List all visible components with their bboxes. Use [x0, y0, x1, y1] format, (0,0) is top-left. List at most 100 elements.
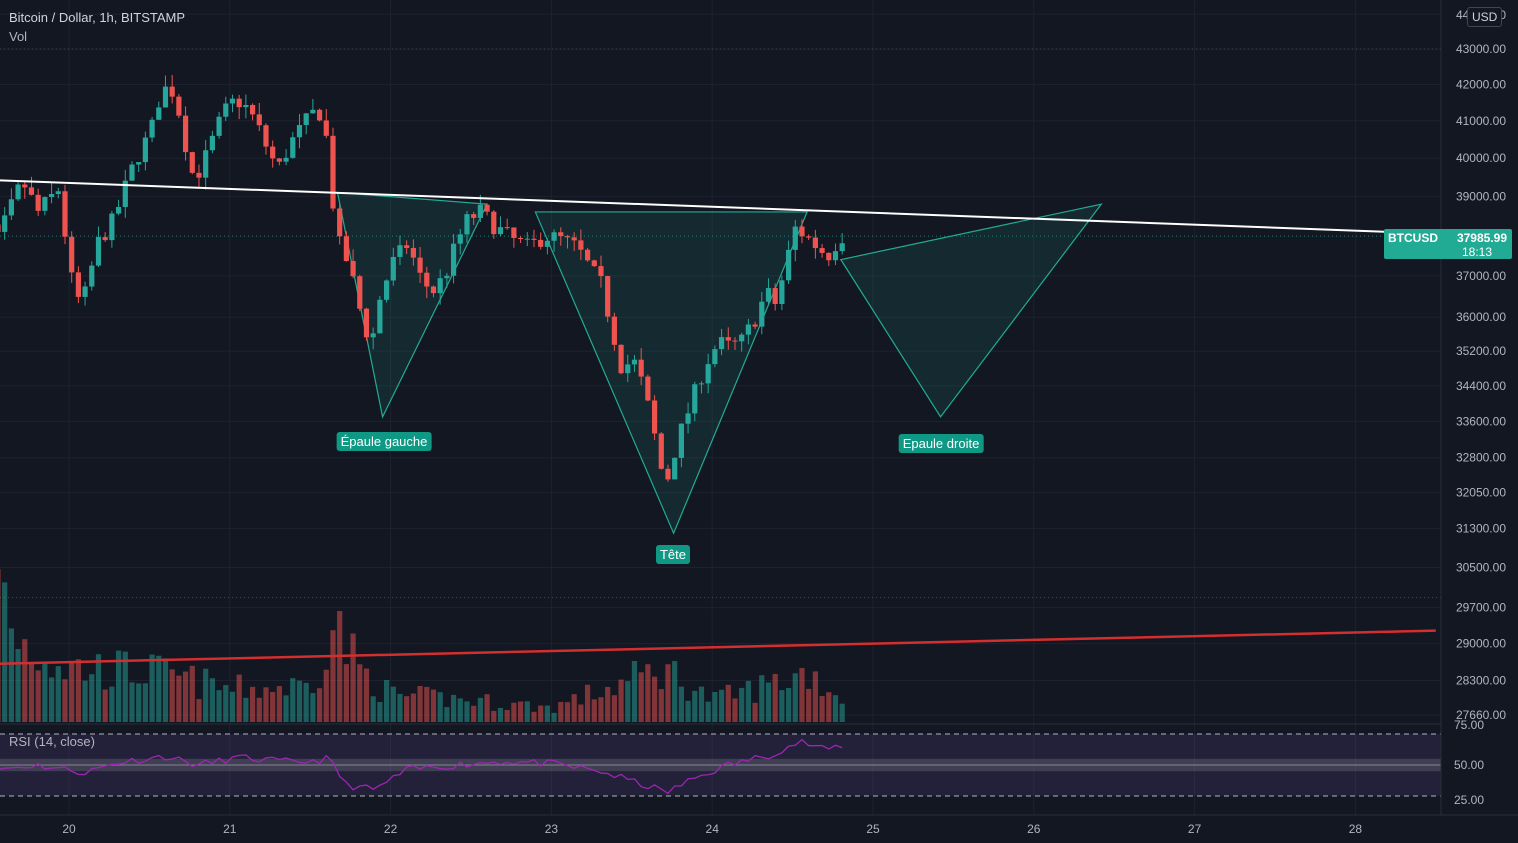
candle: [270, 146, 276, 159]
volume-bar: [497, 707, 504, 722]
volume-bar: [665, 664, 671, 722]
candle: [524, 238, 530, 240]
volume-bar: [491, 710, 497, 722]
volume-bar: [531, 711, 537, 722]
candle: [705, 364, 711, 384]
volume-bar: [591, 699, 597, 722]
volume-bar: [189, 665, 195, 722]
volume-bar: [437, 692, 443, 722]
candle: [176, 96, 182, 116]
volume-bar: [283, 695, 289, 722]
candle: [450, 243, 457, 276]
candle: [544, 240, 550, 247]
candle: [69, 236, 75, 273]
volume-bar: [182, 671, 189, 722]
volume-bar: [35, 670, 41, 722]
price-tick-label: 28300.00: [1456, 673, 1506, 687]
volume-bar: [678, 686, 684, 722]
head-label[interactable]: Tête: [655, 545, 691, 564]
volume-bar: [410, 693, 416, 722]
volume-bar: [229, 691, 236, 722]
candle: [471, 214, 477, 218]
candle: [752, 324, 758, 327]
volume-bar: [303, 682, 309, 722]
price-tick-label: 30500.00: [1456, 560, 1506, 574]
candle: [631, 359, 638, 365]
rsi-legend: RSI (14, close): [9, 734, 95, 749]
volume-bar: [424, 686, 430, 722]
volume-bar: [316, 688, 323, 722]
volume-bar: [511, 702, 517, 722]
candle: [229, 98, 236, 104]
volume-bar: [672, 661, 678, 722]
currency-button[interactable]: USD: [1467, 7, 1503, 27]
candle: [2, 215, 8, 232]
candle: [129, 164, 135, 181]
candle: [678, 423, 684, 458]
price-tag-value: 37985.99: [1456, 231, 1507, 245]
candle: [109, 213, 115, 241]
candle: [832, 251, 839, 261]
volume-bar: [772, 673, 778, 722]
volume-bar: [578, 704, 584, 722]
candle: [625, 364, 631, 374]
candle: [491, 211, 497, 235]
candle: [712, 349, 718, 365]
volume-bar: [330, 630, 336, 722]
volume-bar: [471, 705, 477, 722]
volume-bar: [484, 694, 490, 722]
candle: [457, 234, 463, 244]
volume-bar: [62, 679, 68, 722]
candle: [785, 249, 792, 281]
volume-bar: [457, 698, 463, 722]
price-tick-label: 29000.00: [1456, 637, 1506, 651]
candle: [665, 468, 671, 480]
volume-bar: [819, 696, 825, 722]
candle: [62, 191, 68, 237]
candle: [605, 276, 611, 317]
volume-bar: [22, 639, 28, 722]
trend-lines: [0, 179, 1436, 665]
volume-bar: [712, 691, 718, 722]
volume-bar: [263, 687, 269, 722]
volume-bar: [363, 668, 370, 722]
volume-bar: [350, 633, 356, 722]
volume-bar: [102, 689, 108, 722]
volume-bar: [638, 672, 644, 722]
volume-bar: [209, 678, 215, 722]
candle: [363, 308, 370, 338]
volume-bar: [136, 683, 142, 722]
right-shoulder-label[interactable]: Epaule droite: [898, 434, 984, 453]
time-tick-label: 24: [706, 822, 720, 836]
candle: [149, 119, 155, 138]
volume-bar: [705, 701, 711, 722]
candle: [8, 199, 14, 216]
volume-bar: [524, 701, 530, 722]
volume-bar: [249, 686, 256, 722]
candle: [283, 157, 289, 162]
volume-bar: [162, 658, 169, 722]
candle: [538, 239, 544, 247]
candle: [672, 457, 678, 480]
volume-bar: [564, 702, 571, 722]
volume-bar: [129, 682, 135, 722]
volume-bar: [196, 699, 202, 722]
candle: [249, 104, 256, 115]
volume-bar: [169, 669, 175, 722]
symbol-legend: Bitcoin / Dollar, 1h, BITSTAMP: [9, 10, 186, 25]
candle: [357, 276, 363, 309]
volume-bar: [404, 696, 410, 722]
volume-bar: [370, 696, 376, 722]
volume-bar: [477, 697, 483, 722]
rsi-tick-label: 50.00: [1454, 758, 1484, 772]
volume-bar: [323, 669, 329, 722]
candle: [558, 232, 564, 237]
candle: [692, 384, 698, 414]
pattern-shapes: [336, 191, 1103, 535]
left-shoulder-label[interactable]: Épaule gauche: [336, 432, 432, 451]
volume-bar: [832, 695, 839, 722]
candle: [203, 150, 209, 178]
volume-bar: [296, 680, 303, 722]
grid: [0, 0, 1441, 815]
